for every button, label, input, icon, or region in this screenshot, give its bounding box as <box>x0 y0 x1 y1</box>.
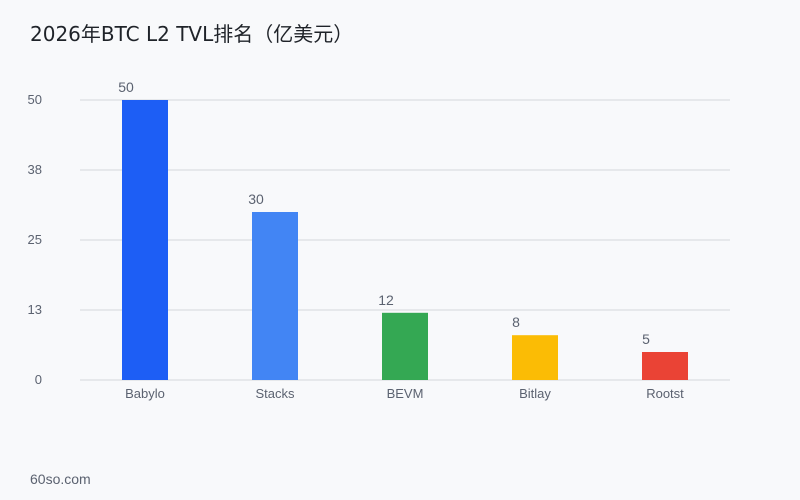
x-tick-label: Rootst <box>646 386 684 401</box>
bar <box>252 212 298 380</box>
data-label: 50 <box>118 79 134 95</box>
data-label: 5 <box>642 331 650 347</box>
bar <box>382 312 428 380</box>
y-tick-label: 0 <box>35 372 42 387</box>
source-footer: 60so.com <box>30 471 91 487</box>
y-tick-label: 50 <box>28 92 42 107</box>
bar <box>512 335 558 380</box>
chart-title: 2026年BTC L2 TVL排名（亿美元） <box>30 22 354 46</box>
x-tick-label: Bitlay <box>519 386 551 401</box>
x-tick-label: Babylo <box>125 386 165 401</box>
data-label: 30 <box>248 191 264 207</box>
data-label: 8 <box>512 314 520 330</box>
y-tick-label: 13 <box>28 302 42 317</box>
y-tick-label: 38 <box>28 162 42 177</box>
x-tick-label: BEVM <box>387 386 424 401</box>
y-tick-label: 25 <box>28 232 42 247</box>
bar <box>642 352 688 380</box>
bar <box>122 100 168 380</box>
data-label: 12 <box>378 292 394 308</box>
x-tick-label: Stacks <box>255 386 295 401</box>
